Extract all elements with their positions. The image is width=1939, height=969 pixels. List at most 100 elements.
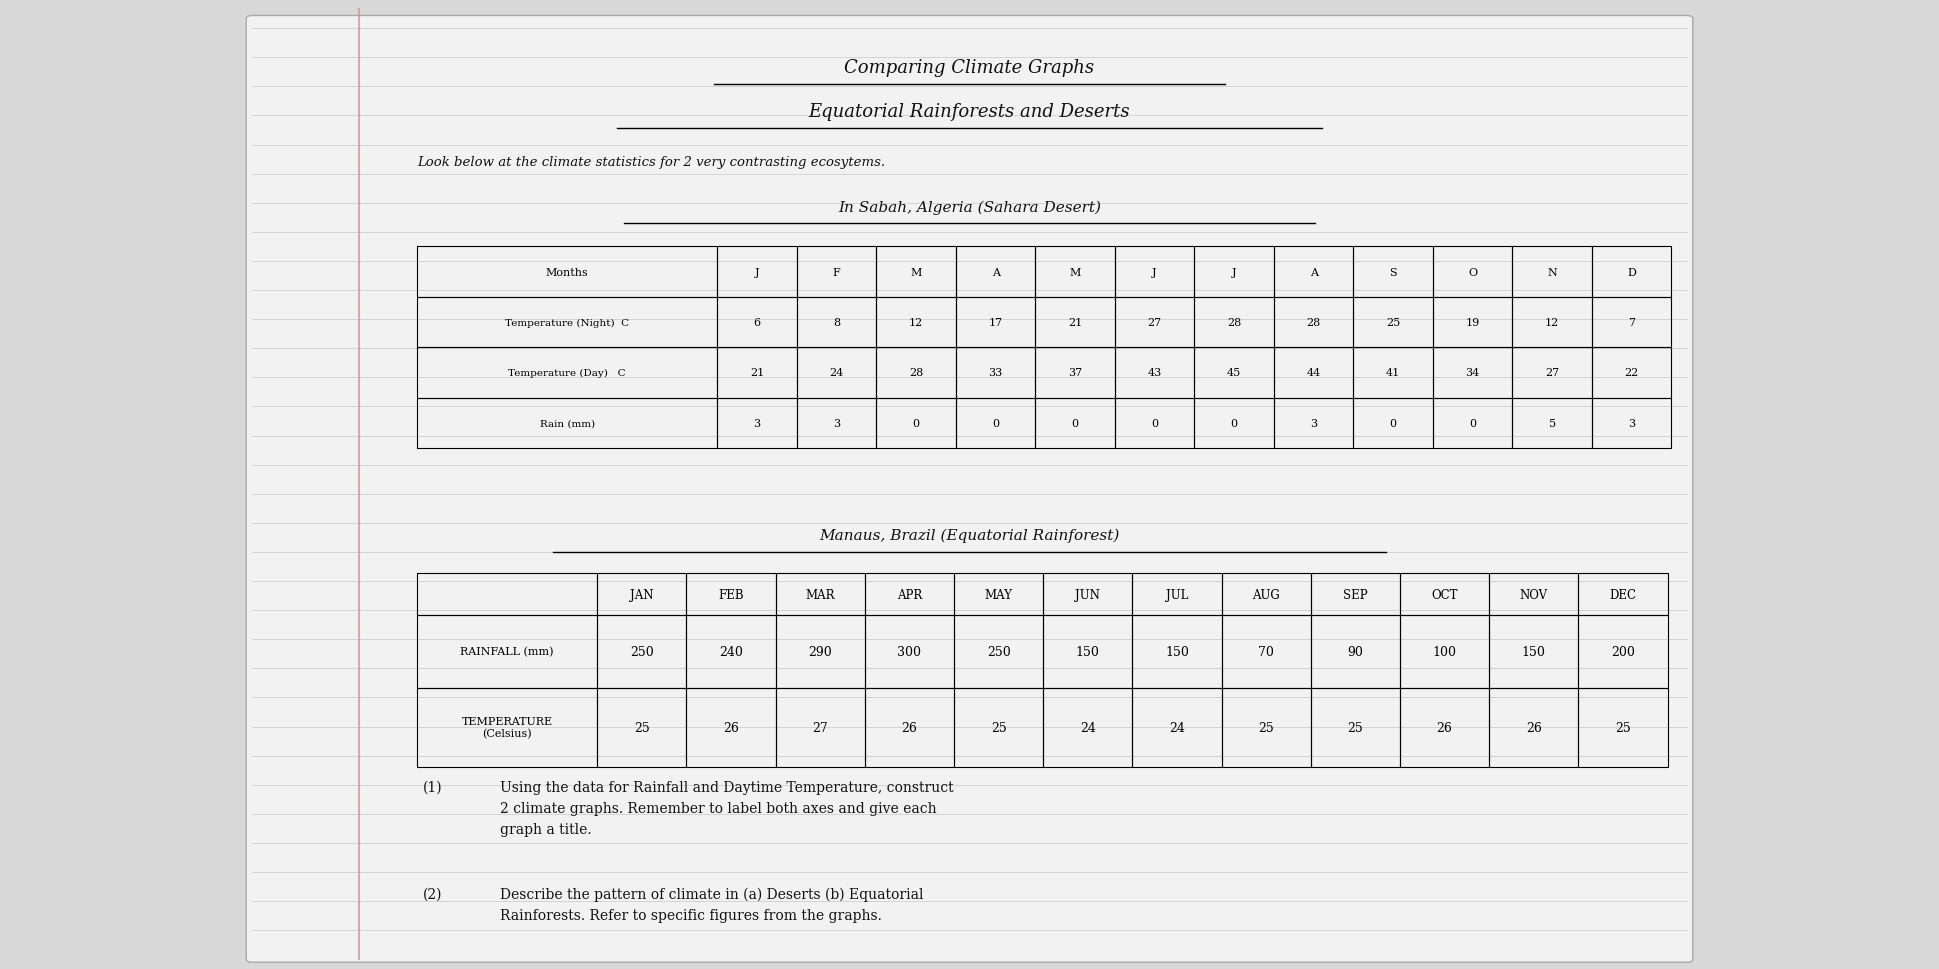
Text: 28: 28	[1307, 318, 1320, 328]
Text: 24: 24	[1080, 721, 1096, 735]
Text: 41: 41	[1386, 368, 1400, 378]
Bar	[954, 574, 1043, 615]
Text: 28: 28	[909, 368, 923, 378]
Text: 33: 33	[989, 368, 1002, 378]
Text: 150: 150	[1165, 645, 1189, 658]
Text: 6: 6	[754, 318, 760, 328]
Text: J: J	[754, 267, 760, 277]
Text: 3: 3	[1311, 419, 1317, 428]
Text: 26: 26	[723, 721, 739, 735]
Text: 90: 90	[1348, 645, 1363, 658]
Bar	[597, 688, 686, 767]
Bar	[797, 398, 876, 449]
Bar	[1274, 297, 1353, 348]
Bar	[1222, 615, 1311, 688]
Bar	[1115, 247, 1194, 297]
Text: FEB: FEB	[717, 588, 745, 601]
Bar	[1512, 297, 1592, 348]
Bar	[1353, 297, 1433, 348]
Bar	[776, 688, 865, 767]
Bar	[797, 247, 876, 297]
Bar	[956, 297, 1035, 348]
Text: M: M	[911, 267, 921, 277]
Text: 24: 24	[830, 368, 843, 378]
Text: 37: 37	[1068, 368, 1082, 378]
Bar	[1132, 574, 1222, 615]
Text: 27: 27	[1148, 318, 1161, 328]
Text: 150: 150	[1522, 645, 1545, 658]
Text: Comparing Climate Graphs: Comparing Climate Graphs	[845, 59, 1094, 77]
Text: Months: Months	[545, 267, 589, 277]
Text: 25: 25	[1258, 721, 1274, 735]
Bar	[686, 688, 776, 767]
Text: 0: 0	[1470, 419, 1476, 428]
Bar	[417, 398, 717, 449]
Text: 250: 250	[630, 645, 653, 658]
Bar	[776, 615, 865, 688]
Bar	[876, 398, 956, 449]
Text: 0: 0	[1231, 419, 1237, 428]
Bar	[1194, 398, 1274, 449]
Bar	[1400, 615, 1489, 688]
Text: 28: 28	[1227, 318, 1241, 328]
Bar	[1043, 688, 1132, 767]
Bar	[1115, 348, 1194, 398]
Text: SEP: SEP	[1344, 588, 1367, 601]
Text: 0: 0	[993, 419, 999, 428]
Text: 26: 26	[1437, 721, 1452, 735]
Bar	[954, 688, 1043, 767]
Bar	[1132, 615, 1222, 688]
Bar	[1489, 574, 1578, 615]
Bar	[1578, 574, 1668, 615]
Bar	[686, 574, 776, 615]
Bar	[1433, 398, 1512, 449]
Text: 150: 150	[1076, 645, 1099, 658]
Bar	[1311, 688, 1400, 767]
Text: 5: 5	[1549, 419, 1555, 428]
FancyBboxPatch shape	[246, 16, 1693, 962]
Text: 12: 12	[909, 318, 923, 328]
Bar	[1035, 398, 1115, 449]
Bar	[1035, 348, 1115, 398]
Text: OCT: OCT	[1431, 588, 1458, 601]
Text: 12: 12	[1545, 318, 1559, 328]
Bar	[1433, 297, 1512, 348]
Text: RAINFALL (mm): RAINFALL (mm)	[460, 646, 555, 657]
Bar	[1043, 615, 1132, 688]
Bar	[1274, 348, 1353, 398]
Text: 25: 25	[1348, 721, 1363, 735]
Text: J: J	[1152, 267, 1158, 277]
Bar	[1274, 247, 1353, 297]
Text: 0: 0	[1072, 419, 1078, 428]
Text: 100: 100	[1433, 645, 1456, 658]
Text: APR: APR	[896, 588, 923, 601]
Bar	[1578, 688, 1668, 767]
Bar	[1592, 297, 1671, 348]
Text: 44: 44	[1307, 368, 1320, 378]
Text: 34: 34	[1466, 368, 1479, 378]
Text: 200: 200	[1611, 645, 1635, 658]
Text: MAR: MAR	[805, 588, 836, 601]
Text: 21: 21	[750, 368, 764, 378]
Bar	[1489, 688, 1578, 767]
Text: O: O	[1468, 267, 1478, 277]
Text: 250: 250	[987, 645, 1010, 658]
Text: 25: 25	[634, 721, 650, 735]
Bar	[417, 574, 597, 615]
Bar	[865, 574, 954, 615]
Text: 25: 25	[1615, 721, 1631, 735]
Bar	[597, 615, 686, 688]
Text: 45: 45	[1227, 368, 1241, 378]
Text: 19: 19	[1466, 318, 1479, 328]
Text: F: F	[834, 267, 840, 277]
Bar	[1578, 615, 1668, 688]
Bar	[956, 247, 1035, 297]
Bar	[686, 615, 776, 688]
Bar	[597, 574, 686, 615]
Bar	[1353, 247, 1433, 297]
Bar	[1274, 398, 1353, 449]
Bar	[1592, 398, 1671, 449]
Text: 21: 21	[1068, 318, 1082, 328]
Bar	[1115, 398, 1194, 449]
Text: Temperature (Day)   C: Temperature (Day) C	[508, 368, 626, 378]
